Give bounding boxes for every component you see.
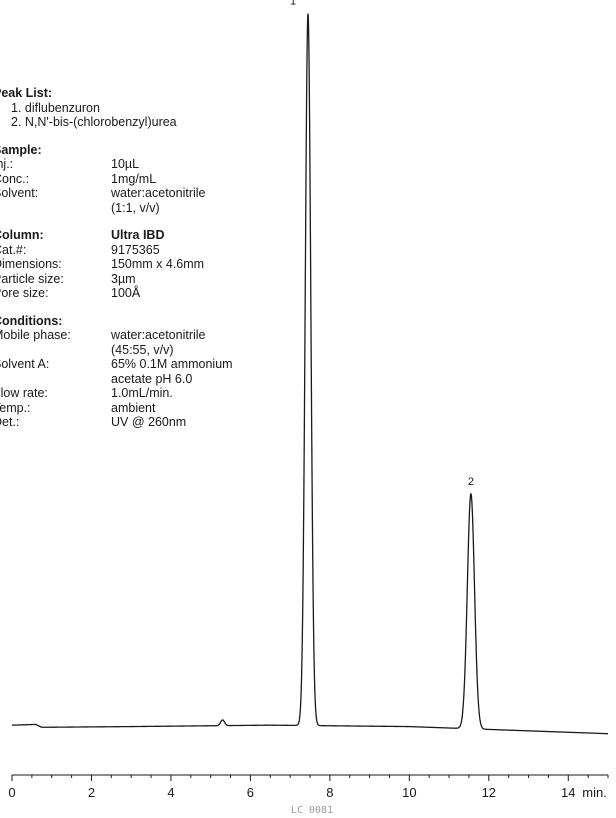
sample-section: Sample: Inj.: 10µL Conc.: 1mg/mL Solvent: w…: [0, 143, 300, 216]
conditions-row-label: Temp.:: [0, 400, 31, 415]
chromatogram-trace: [12, 13, 609, 735]
column-section: Column: Ultra IBD Cat.#: 9175365 Dimension…: [0, 228, 300, 301]
trace-layer: [12, 13, 609, 735]
sample-row-value: (1:1, v/v): [111, 200, 160, 215]
column-row: Dimensions: 150mm x 4.6mm: [0, 257, 300, 272]
x-axis-unit-label: min.: [582, 785, 607, 800]
column-row-label: Cat.#:: [0, 242, 27, 257]
conditions-row-label: Flow rate:: [0, 386, 48, 400]
column-title: Column:: [0, 228, 44, 242]
conditions-title: Conditions:: [0, 313, 63, 328]
sample-row-value: 10µL: [111, 157, 140, 171]
sample-row-label: Inj.:: [0, 157, 14, 171]
x-tick-label: 0: [8, 785, 15, 800]
sample-title: Sample:: [0, 142, 42, 157]
x-tick-label: 12: [482, 785, 496, 800]
conditions-row: Mobile phase: water:acetonitrile: [0, 328, 300, 343]
sample-row-label: [0, 201, 111, 216]
conditions-row-value: 1.0mL/min.: [111, 386, 173, 400]
column-title-row: Column: Ultra IBD: [0, 228, 300, 243]
sample-row-value: 1mg/mL: [111, 171, 157, 186]
sample-row: (1:1, v/v): [0, 201, 300, 216]
peak-list-section: Peak List: 1. diflubenzuron 2. N,N'-bis-…: [0, 86, 300, 130]
column-row-label: Dimensions:: [0, 257, 62, 271]
conditions-row: Det.: UV @ 260nm: [0, 415, 300, 430]
column-row-label: Particle size:: [0, 271, 64, 286]
footer-code: LC 0081: [291, 805, 333, 816]
column-row: Particle size: 3µm: [0, 272, 300, 287]
method-info-panel: Peak List: 1. diflubenzuron 2. N,N'-bis-…: [0, 86, 300, 443]
sample-row: Solvent: water:acetonitrile: [0, 186, 300, 201]
conditions-row-value: acetate pH 6.0: [111, 371, 193, 386]
sample-row-label: Conc.:: [0, 171, 30, 186]
conditions-row-label: Solvent A:: [0, 357, 50, 371]
conditions-row-value: ambient: [111, 400, 156, 415]
conditions-row-value: water:acetonitrile: [111, 328, 206, 342]
sample-row-value: water:acetonitrile: [111, 186, 206, 200]
column-row: Pore size: 100Å: [0, 286, 300, 301]
sample-row: Inj.: 10µL: [0, 157, 300, 172]
conditions-row-label: [0, 343, 111, 358]
conditions-row: acetate pH 6.0: [0, 372, 300, 387]
conditions-row-label: Det.:: [0, 415, 20, 429]
peak-list-item: 1. diflubenzuron: [11, 100, 100, 115]
column-row-value: 9175365: [111, 242, 160, 257]
peak-list-title: Peak List:: [0, 86, 53, 100]
column-row-label: Pore size:: [0, 286, 49, 300]
conditions-row: Flow rate: 1.0mL/min.: [0, 386, 300, 401]
column-row-value: 3µm: [111, 271, 136, 286]
conditions-section: Conditions: Mobile phase: water:acetonitr…: [0, 314, 300, 430]
x-tick-label: 2: [88, 785, 95, 800]
conditions-row-value: 65% 0.1M ammonium: [111, 357, 233, 371]
peak-label: 1: [290, 0, 296, 8]
x-tick-label: 4: [167, 785, 174, 800]
column-row-value: 100Å: [111, 286, 141, 300]
column-row: Cat.#: 9175365: [0, 243, 300, 258]
conditions-row: Solvent A: 65% 0.1M ammonium: [0, 357, 300, 372]
conditions-row-value: (45:55, v/v): [111, 342, 174, 357]
peak-list-item: 2. N,N'-bis-(chlorobenzyl)urea: [11, 115, 177, 129]
peak-label: 2: [468, 476, 474, 488]
conditions-row: (45:55, v/v): [0, 343, 300, 358]
conditions-row-label: Mobile phase:: [0, 328, 71, 342]
column-row-value: 150mm x 4.6mm: [111, 257, 205, 271]
x-axis: 0 2 4 6 8 10 12 14 min.: [8, 774, 609, 800]
x-tick-label: 8: [326, 785, 333, 800]
sample-row-label: Solvent:: [0, 186, 39, 200]
conditions-row-label: [0, 372, 111, 387]
peak-labels: 12: [290, 0, 474, 488]
x-tick-label: 10: [402, 785, 416, 800]
x-tick-label: 14: [561, 785, 575, 800]
sample-row: Conc.: 1mg/mL: [0, 172, 300, 187]
conditions-row-value: UV @ 260nm: [111, 415, 187, 429]
x-tick-label: 6: [247, 785, 254, 800]
column-name: Ultra IBD: [111, 228, 165, 242]
conditions-row: Temp.: ambient: [0, 401, 300, 416]
